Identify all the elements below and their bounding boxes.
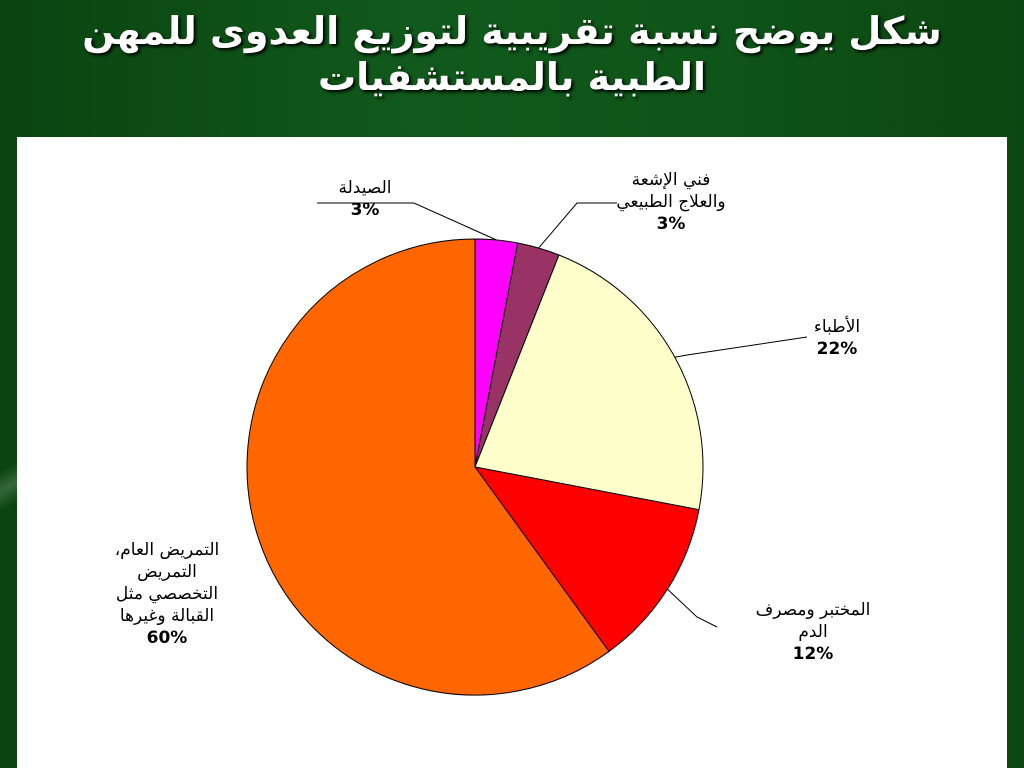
slice-percent-label: 3% — [657, 214, 686, 234]
slice-category-label: التخصصي مثل — [116, 584, 218, 604]
slice-category-label: والعلاج الطبيعي — [616, 192, 725, 212]
slice-category-label: التمريض — [137, 562, 197, 582]
pie-slices — [246, 238, 704, 696]
slice-labels: الصيدلة 3%فني الإشعة والعلاج الطبيعي 3%الأط… — [115, 170, 871, 664]
leader-line-4 — [667, 588, 718, 628]
slice-category-label: الأطباء — [814, 316, 860, 337]
slide-title: شكل يوضح نسبة تقريبية لتوزيع العدوى للمه… — [0, 8, 1024, 100]
pie-slice-5 — [246, 238, 610, 696]
pie-chart: الصيدلة 3%فني الإشعة والعلاج الطبيعي 3%الأط… — [115, 170, 871, 696]
slice-percent-label: 22% — [817, 339, 858, 359]
slide-title-line-2: الطبية بالمستشفيات — [317, 55, 707, 99]
slice-percent-label: 12% — [793, 644, 834, 664]
slice-category-label: التمريض العام، — [115, 540, 220, 560]
slice-category-label: فني الإشعة — [632, 170, 711, 190]
slice-label-1: الصيدلة 3% — [339, 178, 392, 220]
slice-category-label: الدم — [798, 622, 827, 642]
slice-percent-label: 3% — [351, 200, 380, 220]
slice-percent-label: 60% — [147, 628, 188, 648]
leader-line-3 — [674, 336, 808, 358]
slice-label-4: المختبر ومصرف الدم 12% — [756, 600, 871, 664]
slice-category-label: الصيدلة — [339, 178, 392, 198]
slide-title-line-1: شكل يوضح نسبة تقريبية لتوزيع العدوى للمه… — [82, 9, 942, 53]
leader-line-1 — [317, 202, 497, 241]
slice-category-label: المختبر ومصرف — [756, 600, 871, 620]
slice-label-2: فني الإشعة والعلاج الطبيعي 3% — [616, 170, 725, 234]
leader-lines — [317, 202, 808, 628]
leader-line-2 — [538, 202, 617, 249]
slice-label-5: التمريض العام، التمريض التخصصي مثل القبالة … — [115, 540, 220, 648]
slice-category-label: القبالة وغيرها — [120, 606, 214, 626]
chart-panel: الصيدلة 3% فني الإشعة والعلاج الطبيعي 3% الأط… — [17, 137, 1007, 768]
pie-slice-4 — [473, 466, 700, 653]
slice-label-3: الأطباء 22% — [814, 316, 860, 359]
